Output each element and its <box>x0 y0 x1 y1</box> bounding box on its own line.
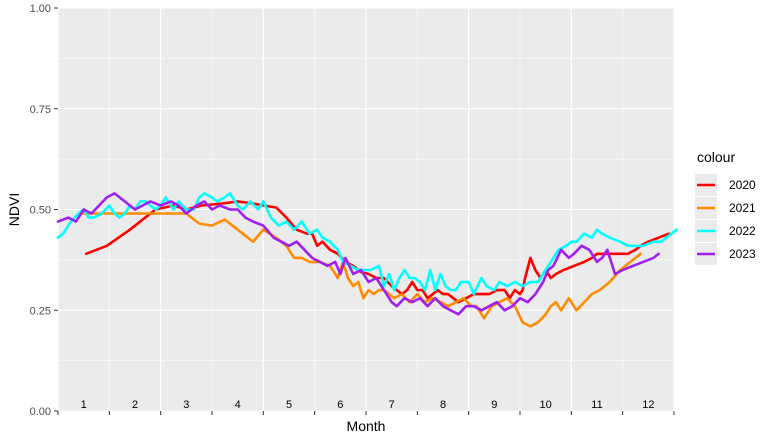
series-line-2021 <box>79 212 642 328</box>
month-label: 2 <box>132 399 138 411</box>
series-line-2022 <box>56 192 678 296</box>
y-axis-title: NDVI <box>6 193 22 226</box>
month-label: 8 <box>440 399 446 411</box>
y-tick-label: 0.00 <box>30 406 51 418</box>
month-label: 12 <box>642 399 654 411</box>
x-axis <box>57 411 675 415</box>
series-line-2023 <box>56 192 660 316</box>
y-tick-label: 0.25 <box>30 305 51 317</box>
x-axis-title: Month <box>347 418 386 434</box>
month-label: 10 <box>540 399 552 411</box>
month-label: 5 <box>286 399 292 411</box>
legend-label-2021: 2021 <box>729 201 756 215</box>
month-label: 1 <box>81 399 87 411</box>
legend: colour 2020 2021 2022 2023 <box>695 149 756 265</box>
series-lines <box>56 192 678 328</box>
series-line-2020 <box>84 200 671 304</box>
month-label: 9 <box>491 399 497 411</box>
month-label: 4 <box>235 399 241 411</box>
month-labels: 1 2 3 4 5 6 7 8 9 10 11 12 <box>81 399 655 411</box>
legend-label-2023: 2023 <box>729 247 756 261</box>
legend-title: colour <box>697 149 735 165</box>
legend-label-2022: 2022 <box>729 224 756 238</box>
legend-label-2020: 2020 <box>729 178 756 192</box>
month-label: 7 <box>389 399 395 411</box>
y-tick-label: 1.00 <box>30 3 51 15</box>
month-label: 3 <box>183 399 189 411</box>
y-tick-label: 0.50 <box>30 205 51 217</box>
y-axis: 0.00 0.25 0.50 0.75 1.00 <box>30 3 58 418</box>
month-label: 6 <box>337 399 343 411</box>
y-tick-label: 0.75 <box>30 104 51 116</box>
month-label: 11 <box>591 399 602 411</box>
